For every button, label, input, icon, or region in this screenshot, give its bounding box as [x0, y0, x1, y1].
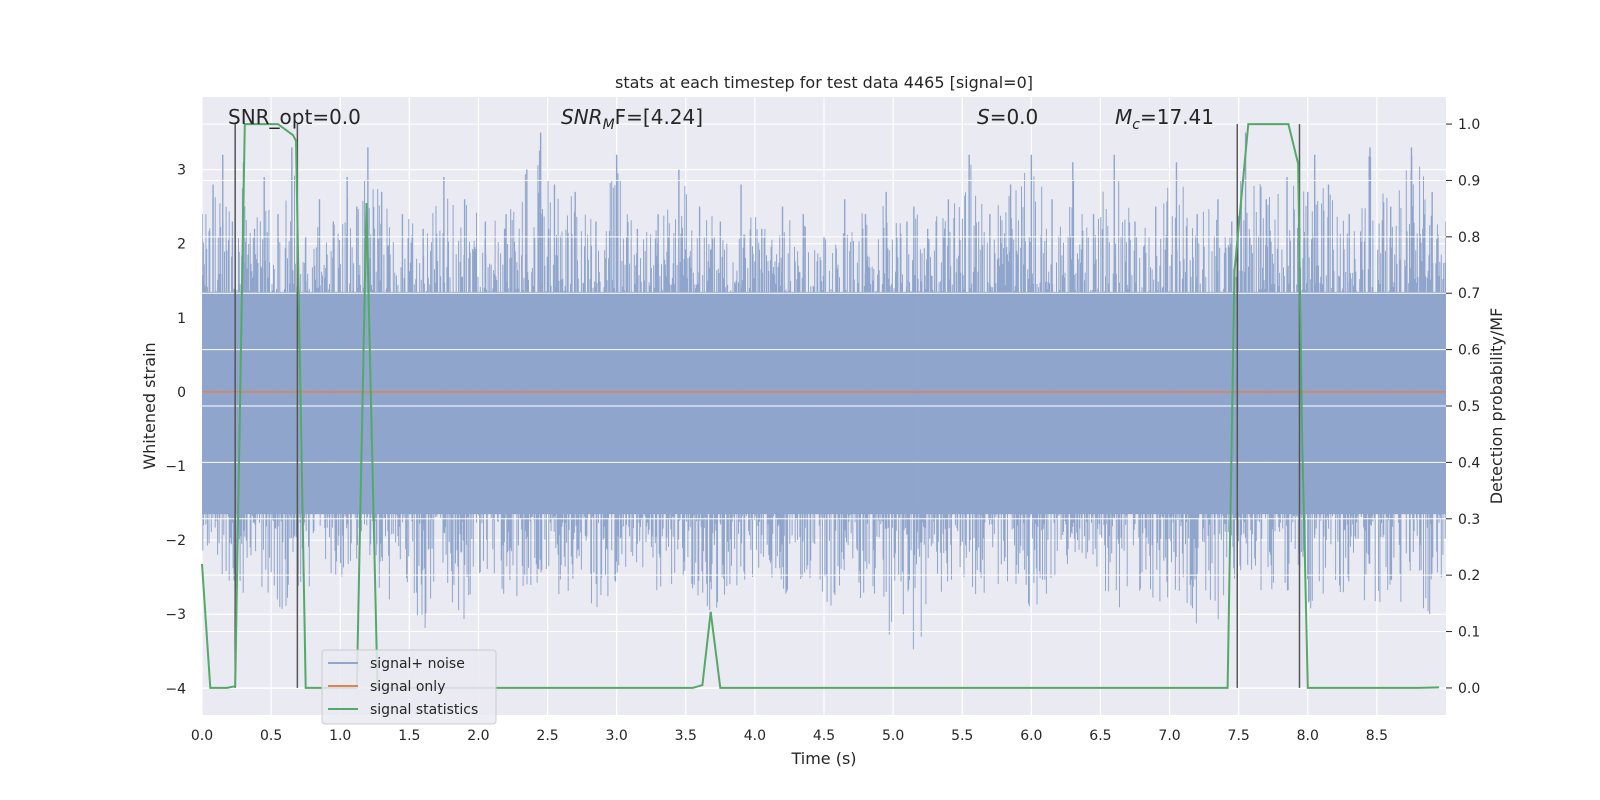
annotation-mc: Mc=17.41	[1115, 105, 1214, 133]
y-left-tick-label-3: 0	[177, 385, 186, 401]
y-right-tick-label-10: 0.0	[1458, 681, 1480, 697]
y-right-tick-label-6: 0.4	[1458, 455, 1480, 471]
y-right-tick-label-0: 1.0	[1458, 117, 1480, 133]
annotation-snr-mf: SNRMF=[4.24]	[561, 105, 703, 133]
x-tick-label-17: 8.5	[1366, 728, 1388, 744]
signal-statistics-line	[201, 123, 1440, 689]
y-right-tick-label-5: 0.5	[1458, 399, 1480, 415]
annotation-mc-main: M	[1115, 105, 1132, 129]
annotation-snr-mf-sub: M	[603, 117, 615, 133]
y-right-tick-label-4: 0.6	[1458, 343, 1480, 359]
annotation-s-main: S	[977, 105, 990, 129]
x-tick-label-7: 3.5	[675, 728, 697, 744]
y-right-tick-label-8: 0.2	[1458, 568, 1480, 584]
y-left-tick-label-4: −1	[165, 459, 186, 475]
x-tick-label-5: 2.5	[536, 728, 558, 744]
x-axis-label: Time (s)	[790, 749, 856, 768]
series-signal-noise	[202, 132, 1446, 650]
x-tick-label-0: 0.0	[191, 728, 213, 744]
annotation-snr-mf-main: SNR	[561, 105, 603, 129]
y-left-tick-label-5: −2	[165, 533, 186, 549]
x-tick-label-11: 5.5	[951, 728, 973, 744]
chart-title: stats at each timestep for test data 446…	[615, 73, 1033, 92]
y-right-tick-label-2: 0.8	[1458, 230, 1480, 246]
x-tick-label-9: 4.5	[813, 728, 835, 744]
y-right-tick-label-1: 0.9	[1458, 173, 1480, 189]
legend-label-signal-only: signal only	[370, 679, 445, 695]
y-left-tick-label-2: 1	[177, 311, 186, 327]
x-tick-labels: 0.0 0.5 1.0 1.5 2.0 2.5 3.0 3.5 4.0 4.5 5.0 5.5 6.0 6…	[191, 728, 1388, 744]
x-tick-label-1: 0.5	[260, 728, 282, 744]
x-tick-label-2: 1.0	[329, 728, 351, 744]
y-axis-label-right: Detection probability/MF	[1487, 308, 1506, 505]
x-tick-label-8: 4.0	[744, 728, 766, 744]
series-signal-statistics	[201, 123, 1440, 689]
annotation-snr-opt: SNR_opt=0.0	[228, 105, 361, 129]
y-left-tick-label-1: 2	[177, 237, 186, 253]
legend: signal+ noise signal only signal statist…	[321, 649, 497, 725]
legend-label-signal-noise: signal+ noise	[370, 656, 465, 672]
x-tick-label-3: 1.5	[398, 728, 420, 744]
y-right-tick-label-9: 0.1	[1458, 625, 1480, 641]
y-left-tick-label-7: −4	[165, 681, 186, 697]
y-left-tick-labels: 3 2 1 0 −1 −2 −3 −4	[165, 163, 186, 698]
x-tick-label-14: 7.0	[1158, 728, 1180, 744]
y-right-tick-labels: 1.0 0.9 0.8 0.7 0.6 0.5 0.4 0.3 0.2 0.1 0.0	[1446, 117, 1480, 697]
annotation-snr-mf-rest: F=[4.24]	[615, 105, 703, 129]
y-left-tick-label-0: 3	[177, 163, 186, 179]
annotation-s: S=0.0	[977, 105, 1038, 129]
y-axis-label-left: Whitened strain	[140, 342, 159, 469]
y-right-tick-label-3: 0.7	[1458, 286, 1480, 302]
x-tick-label-16: 8.0	[1297, 728, 1319, 744]
x-tick-label-13: 6.5	[1089, 728, 1111, 744]
x-tick-label-12: 6.0	[1020, 728, 1042, 744]
annotation-mc-sub: c	[1132, 117, 1140, 133]
x-tick-label-10: 5.0	[882, 728, 904, 744]
annotation-mc-rest: =17.41	[1140, 105, 1214, 129]
y-right-tick-label-7: 0.3	[1458, 512, 1480, 528]
y-left-tick-label-6: −3	[165, 607, 186, 623]
x-tick-label-15: 7.5	[1228, 728, 1250, 744]
annotation-s-rest: =0.0	[990, 105, 1039, 129]
legend-box	[321, 649, 497, 725]
x-tick-label-6: 3.0	[606, 728, 628, 744]
x-tick-label-4: 2.0	[467, 728, 489, 744]
legend-label-signal-statistics: signal statistics	[370, 702, 478, 718]
